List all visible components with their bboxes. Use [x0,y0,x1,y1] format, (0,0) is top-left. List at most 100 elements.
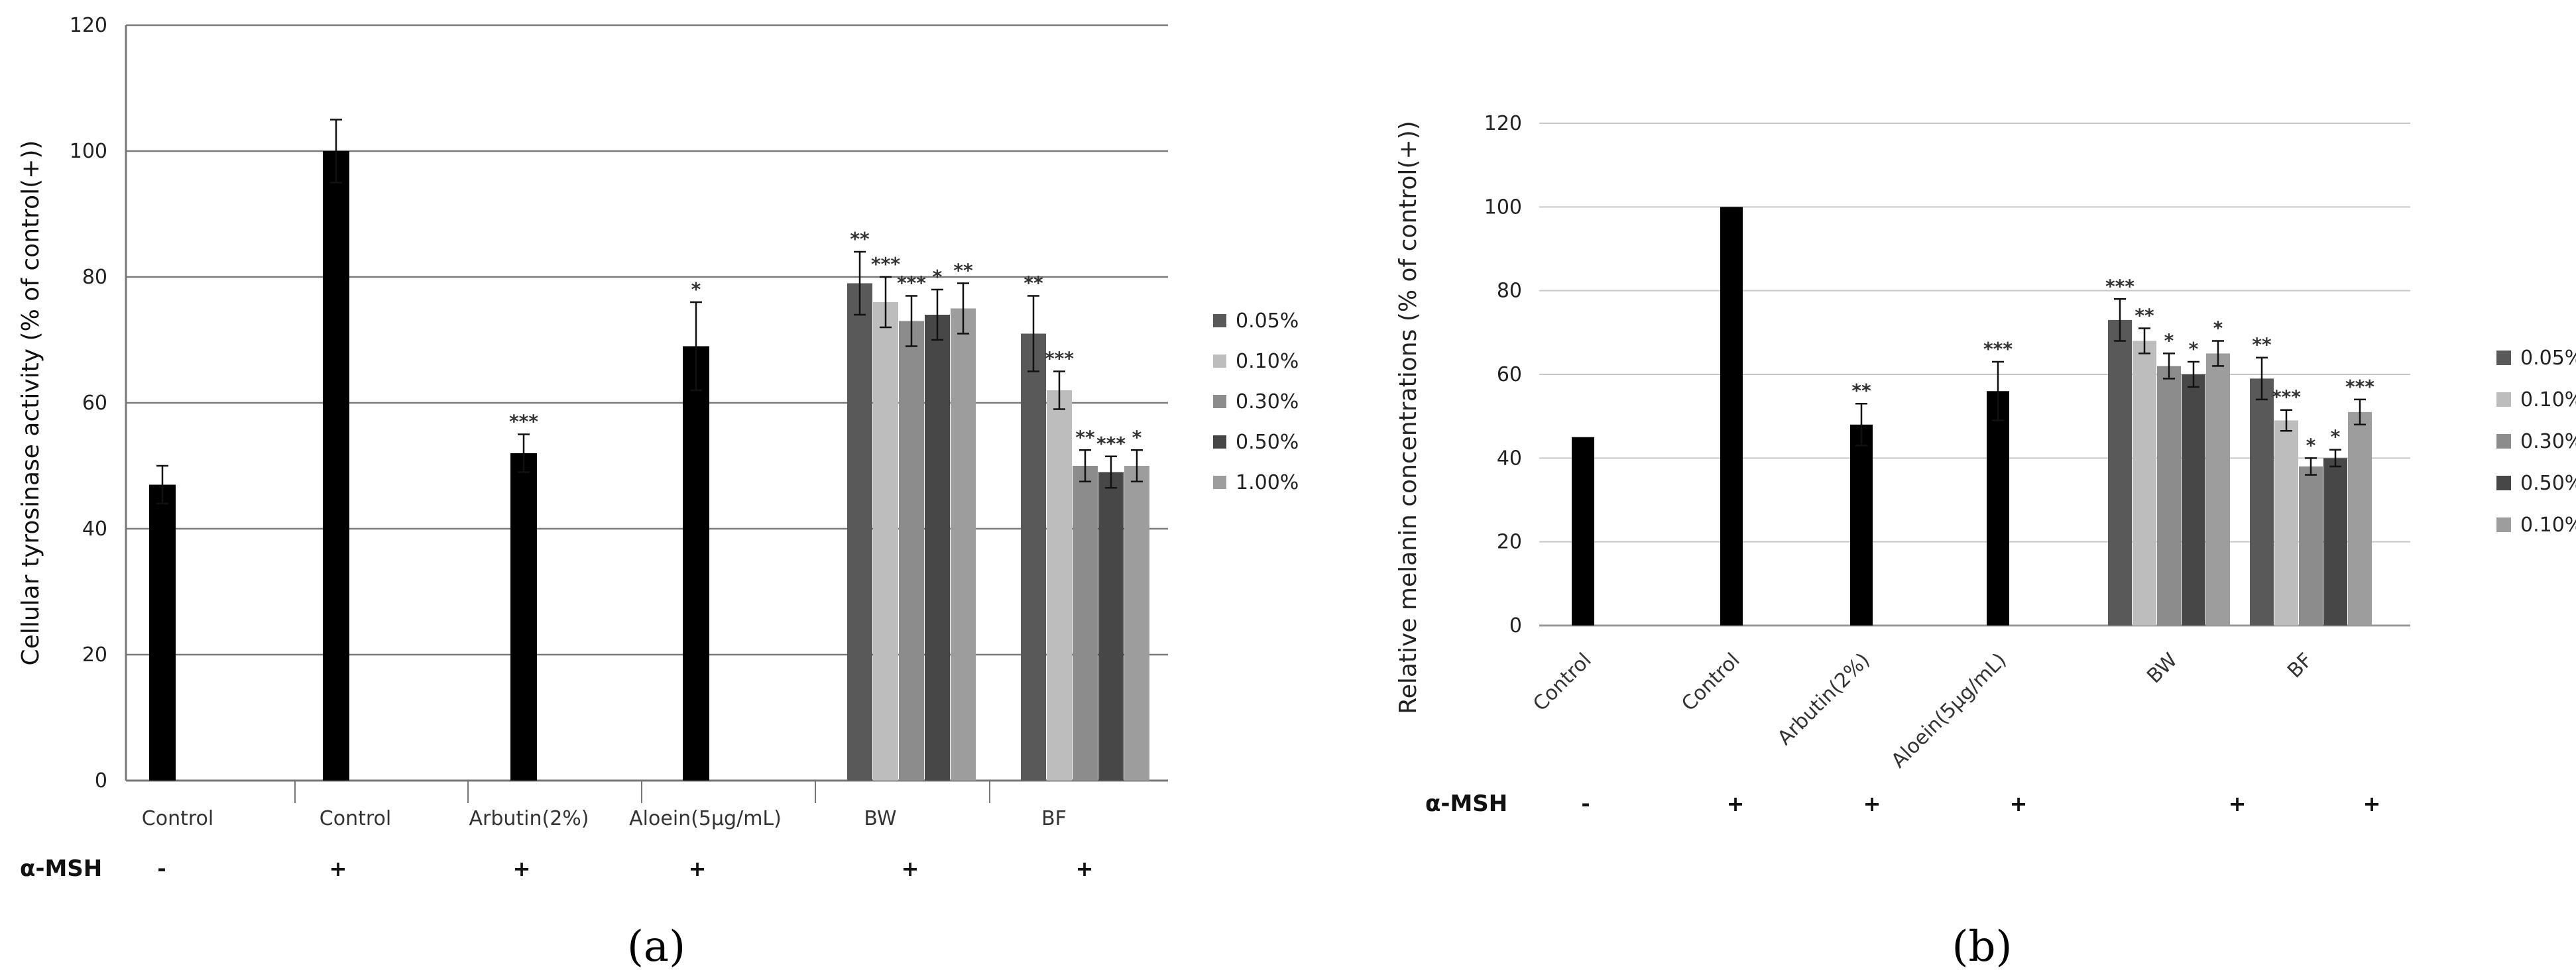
a-y-tick-label: 120 [70,14,107,37]
b-sig-label-g1-0: ** [2252,334,2272,356]
b-category-label: Control [1677,649,1744,716]
a-legend-label-4: 1.00% [1236,471,1299,494]
a-y-tick-label: 40 [82,517,107,541]
a-sig-label-g1-0: ** [1024,272,1043,294]
a-legend-label-2: 0.30% [1236,390,1299,413]
a-category-label: BF [1041,807,1067,830]
b-bar-g0-2 [2157,366,2181,625]
b-category-label: BF [2283,649,2317,683]
b-bar-g0-1 [2133,341,2156,625]
b-legend-label-2: 0.30% [2520,430,2576,453]
b-msh-sign: + [2363,791,2381,816]
a-sig-label-single-3: * [691,278,701,300]
a-legend: 0.05% 0.10% 0.30% 0.50% 1.00% [1213,309,1299,494]
a-msh-label: α-MSH [20,855,102,882]
b-legend-label-0: 0.05% [2520,347,2576,370]
a-legend-label-3: 0.50% [1236,431,1299,454]
b-panel-label: (b) [1952,922,2013,971]
a-sig-label-single-2: *** [509,411,538,433]
b-sig-label-g1-4: *** [2345,376,2374,398]
b-bar-g1-0 [2250,378,2274,625]
a-bar-single-3 [683,346,709,781]
b-y-tick-label: 40 [1497,447,1522,470]
b-msh-row: α-MSH - + + + + + [1425,790,2380,817]
a-bar-g0-0 [847,283,872,781]
a-bar-single-0 [149,484,176,781]
a-msh-sign: + [902,856,919,881]
a-legend-swatch-2 [1213,395,1226,408]
a-sig-label-g0-1: *** [871,253,900,275]
a-sig-label-g0-3: * [933,266,943,288]
b-legend-swatch-2 [2496,434,2511,449]
b-sig-label-g0-3: * [2189,338,2199,360]
a-category-label: Aloein(5µg/mL) [629,807,782,830]
a-sig-label-g1-3: *** [1096,433,1126,455]
b-sig-label-single-2: ** [1851,380,1871,402]
a-y-tick-label: 0 [95,769,107,792]
b-error-bars [1855,298,2366,476]
a-sig-label-g1-1: *** [1045,348,1074,370]
a-significance-labels: ************ * ********* *** * [509,228,1142,455]
a-legend-swatch-4 [1213,476,1226,489]
a-category-label: Control [320,807,391,830]
a-bars [149,151,1149,781]
a-bar-single-2 [510,453,537,781]
b-legend-swatch-4 [2496,517,2511,532]
b-y-tick-labels: 0 20 40 60 80 100 120 [1484,112,1522,637]
b-bar-g1-2 [2299,466,2323,625]
b-msh-sign: + [2010,791,2028,816]
b-bar-g1-4 [2348,411,2372,625]
a-category-label: Control [142,807,213,830]
b-msh-sign: - [1581,791,1590,816]
b-bar-single-2 [1850,424,1873,625]
a-category-separators [294,781,990,803]
b-sig-label-single-3: *** [1983,338,2013,360]
a-y-tick-label: 80 [82,266,107,289]
a-error-bars [156,119,1143,505]
b-legend-label-3: 0.50% [2520,472,2576,495]
a-sig-label-g1-2: ** [1075,426,1095,448]
b-bar-g0-3 [2182,374,2205,625]
b-bar-g1-3 [2323,458,2347,625]
a-legend-swatch-1 [1213,354,1226,368]
a-sig-label-g0-0: ** [850,228,870,250]
b-y-axis-label: Relative melanin concentrations (% of co… [1395,121,1422,714]
b-sig-label-g0-0: *** [2105,275,2135,297]
b-bar-g0-4 [2206,353,2230,625]
a-legend-swatch-0 [1213,314,1226,327]
a-bar-g0-1 [873,302,898,781]
b-legend: 0.05% 0.10% 0.30% 0.50% 0.10% [2496,347,2576,537]
a-y-axis-label: Cellular tyrosinase activity (% of contr… [17,140,44,666]
a-legend-label-0: 0.05% [1236,309,1299,333]
b-bar-single-0 [1572,437,1594,625]
b-category-label: BW [2142,649,2182,688]
a-bar-g0-4 [951,308,976,781]
b-y-tick-label: 100 [1484,195,1522,219]
b-bars [1572,207,2372,625]
a-msh-sign: + [513,856,531,881]
a-bar-g1-0 [1021,333,1046,781]
a-y-tick-label: 60 [82,392,107,415]
a-y-tick-labels: 0 20 40 60 80 100 120 [70,14,107,792]
a-msh-sign: + [1076,856,1094,881]
a-legend-swatch-3 [1213,435,1226,449]
b-category-labels: Control Control Arbutin(2%) Aloein(5µg/mL) B… [1529,649,2317,773]
a-bar-g1-1 [1047,390,1072,781]
b-y-tick-label: 0 [1509,614,1522,637]
a-bar-g1-4 [1124,466,1149,781]
b-sig-label-g0-4: * [2213,317,2223,339]
b-y-tick-label: 60 [1497,363,1522,386]
b-legend-swatch-1 [2496,392,2511,407]
b-legend-label-1: 0.10% [2520,388,2576,411]
b-bar-g1-1 [2274,420,2298,625]
a-sig-label-g0-4: ** [953,260,973,282]
b-sig-label-g0-1: ** [2135,305,2154,327]
b-legend-swatch-3 [2496,476,2511,490]
a-gridlines [126,24,1168,656]
b-legend-swatch-0 [2496,351,2511,365]
a-sig-label-g0-2: *** [897,272,926,294]
b-y-tick-label: 20 [1497,531,1522,554]
